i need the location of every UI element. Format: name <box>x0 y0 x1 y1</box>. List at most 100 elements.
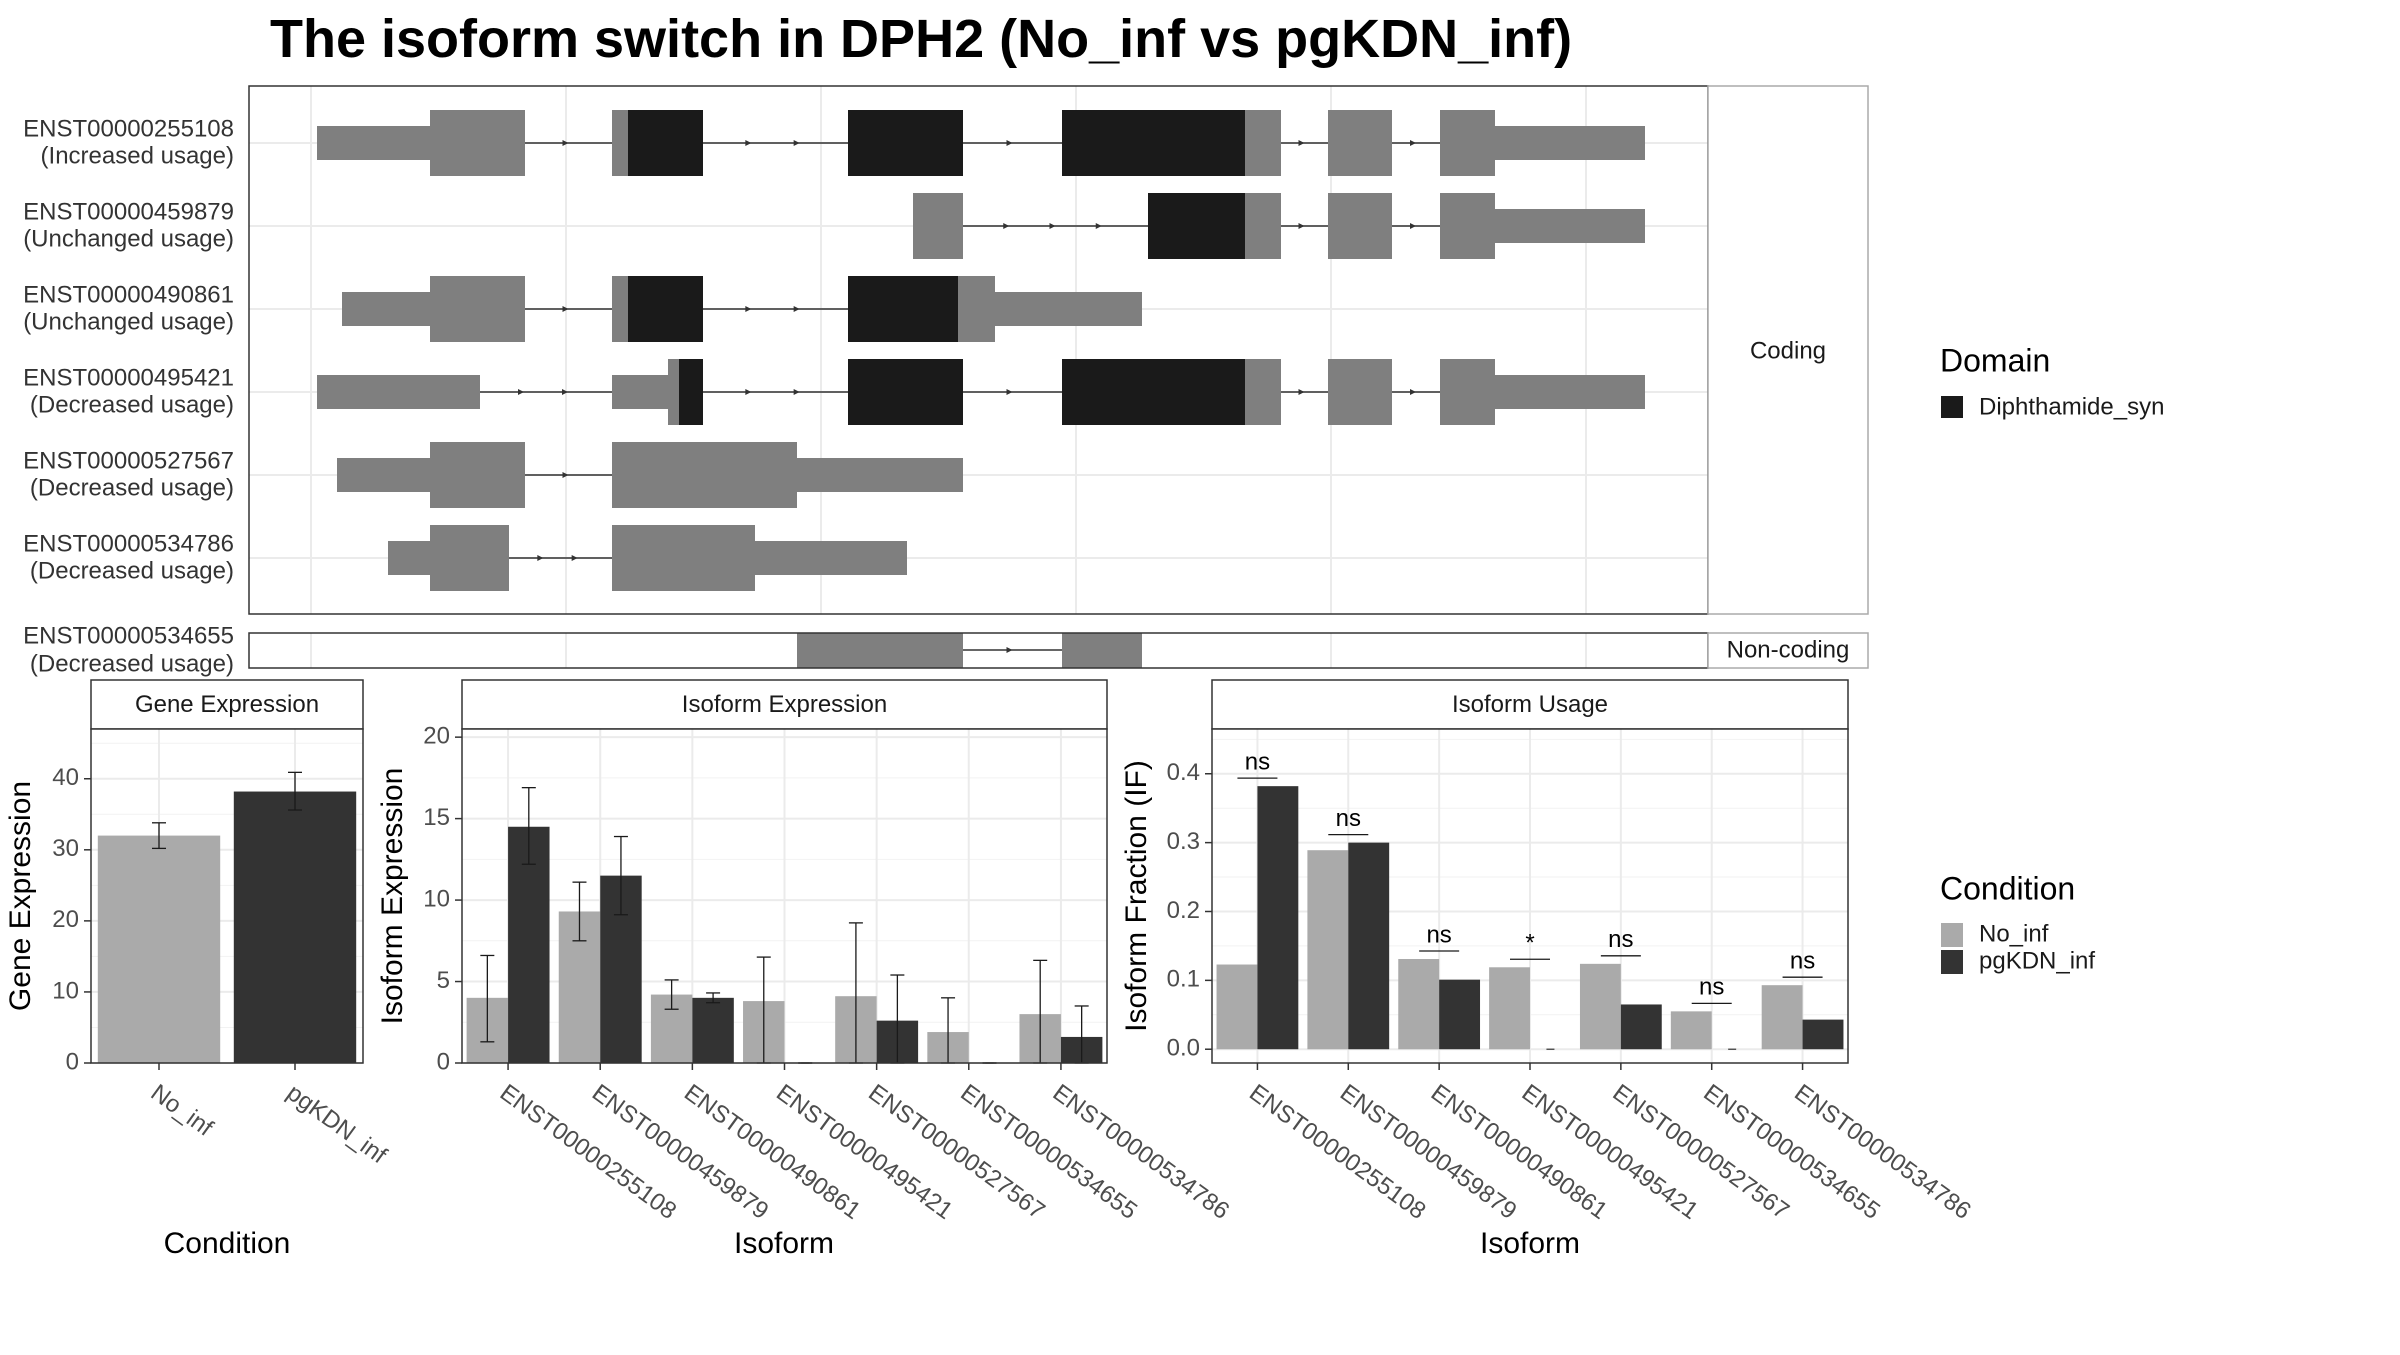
intron-arrow <box>562 306 569 312</box>
intron-arrow <box>1049 223 1056 229</box>
panel-title: Isoform Usage <box>1452 691 1608 718</box>
coding-exon <box>612 276 628 342</box>
bar-No_inf <box>1579 963 1621 1050</box>
legend-label-condition: pgKDN_inf <box>1979 947 2095 974</box>
y-tick-label: 10 <box>423 885 450 912</box>
coding-exon <box>430 442 525 508</box>
intron-arrow <box>1006 647 1013 653</box>
domain-segment <box>628 276 703 342</box>
coding-exon <box>1440 193 1495 259</box>
bar-pgKDN_inf <box>508 826 550 1063</box>
coding-exon <box>1245 110 1281 176</box>
y-tick-label: 10 <box>52 977 79 1004</box>
intron-arrow <box>793 389 800 395</box>
intron-arrow <box>1006 389 1013 395</box>
intron-arrow <box>1410 140 1416 146</box>
y-tick-label: 15 <box>423 804 450 831</box>
y-tick-label: 20 <box>52 906 79 933</box>
coding-exon <box>668 359 679 425</box>
panel-title: Gene Expression <box>135 691 319 718</box>
domain-segment <box>1062 359 1245 425</box>
y-tick-label: 40 <box>52 764 79 791</box>
coding-exon <box>430 525 509 591</box>
domain-segment <box>1148 193 1245 259</box>
bar-pgKDN_inf <box>1257 786 1299 1050</box>
x-axis-title: Isoform <box>1480 1227 1580 1260</box>
coding-strip-label: Coding <box>1750 337 1826 364</box>
panel-strip <box>461 679 1108 730</box>
y-tick-label: 0 <box>437 1048 450 1075</box>
intron-arrow <box>1298 389 1305 395</box>
utr-exon <box>995 292 1142 326</box>
bar-pgKDN_inf <box>1802 1019 1844 1050</box>
coding-exon <box>1440 359 1495 425</box>
condition-legend-title: Condition <box>1940 870 2075 906</box>
intron-arrow <box>1298 223 1305 229</box>
utr-exon <box>1495 126 1645 160</box>
bar-pgKDN_inf <box>233 791 357 1063</box>
intron-arrow <box>571 555 578 561</box>
coding-exon <box>1328 110 1392 176</box>
isoform-usage-label: (Unchanged usage) <box>23 308 234 335</box>
coding-exon <box>612 525 755 591</box>
legend-key-domain <box>1941 396 1963 418</box>
significance-label: ns <box>1790 948 1815 975</box>
intron-arrow <box>518 389 524 395</box>
bar-pgKDN_inf <box>1348 842 1390 1050</box>
isoform-id-label: ENST00000490861 <box>23 281 234 308</box>
coding-exon <box>1245 359 1281 425</box>
utr-exon <box>1495 209 1645 243</box>
y-tick-label: 0.0 <box>1167 1035 1200 1062</box>
coding-exon <box>430 276 525 342</box>
intron-arrow <box>1298 140 1305 146</box>
noncoding-strip <box>1707 632 1869 669</box>
intron-arrow <box>1410 223 1416 229</box>
bar-No_inf <box>1398 959 1440 1050</box>
x-tick-label: No_inf <box>146 1079 218 1142</box>
isoform-usage-label: (Decreased usage) <box>30 474 234 501</box>
y-axis-title: Isoform Expression <box>376 768 409 1025</box>
coding-exon <box>1328 193 1392 259</box>
panel-strip <box>90 679 364 730</box>
isoform-id-label: ENST00000255108 <box>23 115 234 142</box>
bar-No_inf <box>97 835 221 1063</box>
coding-exon <box>1328 359 1392 425</box>
y-axis-title: Isoform Fraction (IF) <box>1120 760 1153 1032</box>
y-tick-label: 5 <box>437 967 450 994</box>
intron-arrow <box>1410 389 1416 395</box>
bar-No_inf <box>1216 964 1258 1050</box>
y-tick-label: 0 <box>66 1048 79 1075</box>
intron-arrow <box>562 389 568 395</box>
bar-No_inf <box>1307 850 1349 1050</box>
bar-No_inf <box>1761 985 1803 1050</box>
y-tick-label: 30 <box>52 835 79 862</box>
panel-title: Isoform Expression <box>682 691 887 718</box>
bar-pgKDN_inf <box>1439 979 1481 1050</box>
isoform-usage-label: (Decreased usage) <box>30 557 234 584</box>
domain-legend-title: Domain <box>1940 342 2050 378</box>
significance-label: ns <box>1336 805 1361 832</box>
intron-arrow <box>745 389 752 395</box>
x-axis-title: Condition <box>164 1227 291 1260</box>
isoform-usage-label: (Decreased usage) <box>30 650 234 677</box>
isoform-id-label: ENST00000527567 <box>23 447 234 474</box>
domain-segment <box>1062 110 1245 176</box>
domain-segment <box>848 110 963 176</box>
coding-exon <box>913 193 963 259</box>
utr-exon <box>612 375 668 409</box>
bar-No_inf <box>1489 967 1530 1050</box>
bar-pgKDN_inf <box>1620 1004 1662 1050</box>
plot-panel-border <box>90 728 364 1064</box>
coding-exon <box>1245 193 1281 259</box>
domain-segment <box>679 359 703 425</box>
significance-label: ns <box>1699 974 1724 1001</box>
utr-exon <box>317 375 480 409</box>
intron-arrow <box>562 472 569 478</box>
intron-arrow <box>1003 223 1010 229</box>
isoform-usage-label: (Unchanged usage) <box>23 225 234 252</box>
intron-arrow <box>1006 140 1013 146</box>
y-tick-label: 0.4 <box>1167 759 1200 786</box>
utr-exon <box>1495 375 1645 409</box>
intron-arrow <box>745 306 752 312</box>
